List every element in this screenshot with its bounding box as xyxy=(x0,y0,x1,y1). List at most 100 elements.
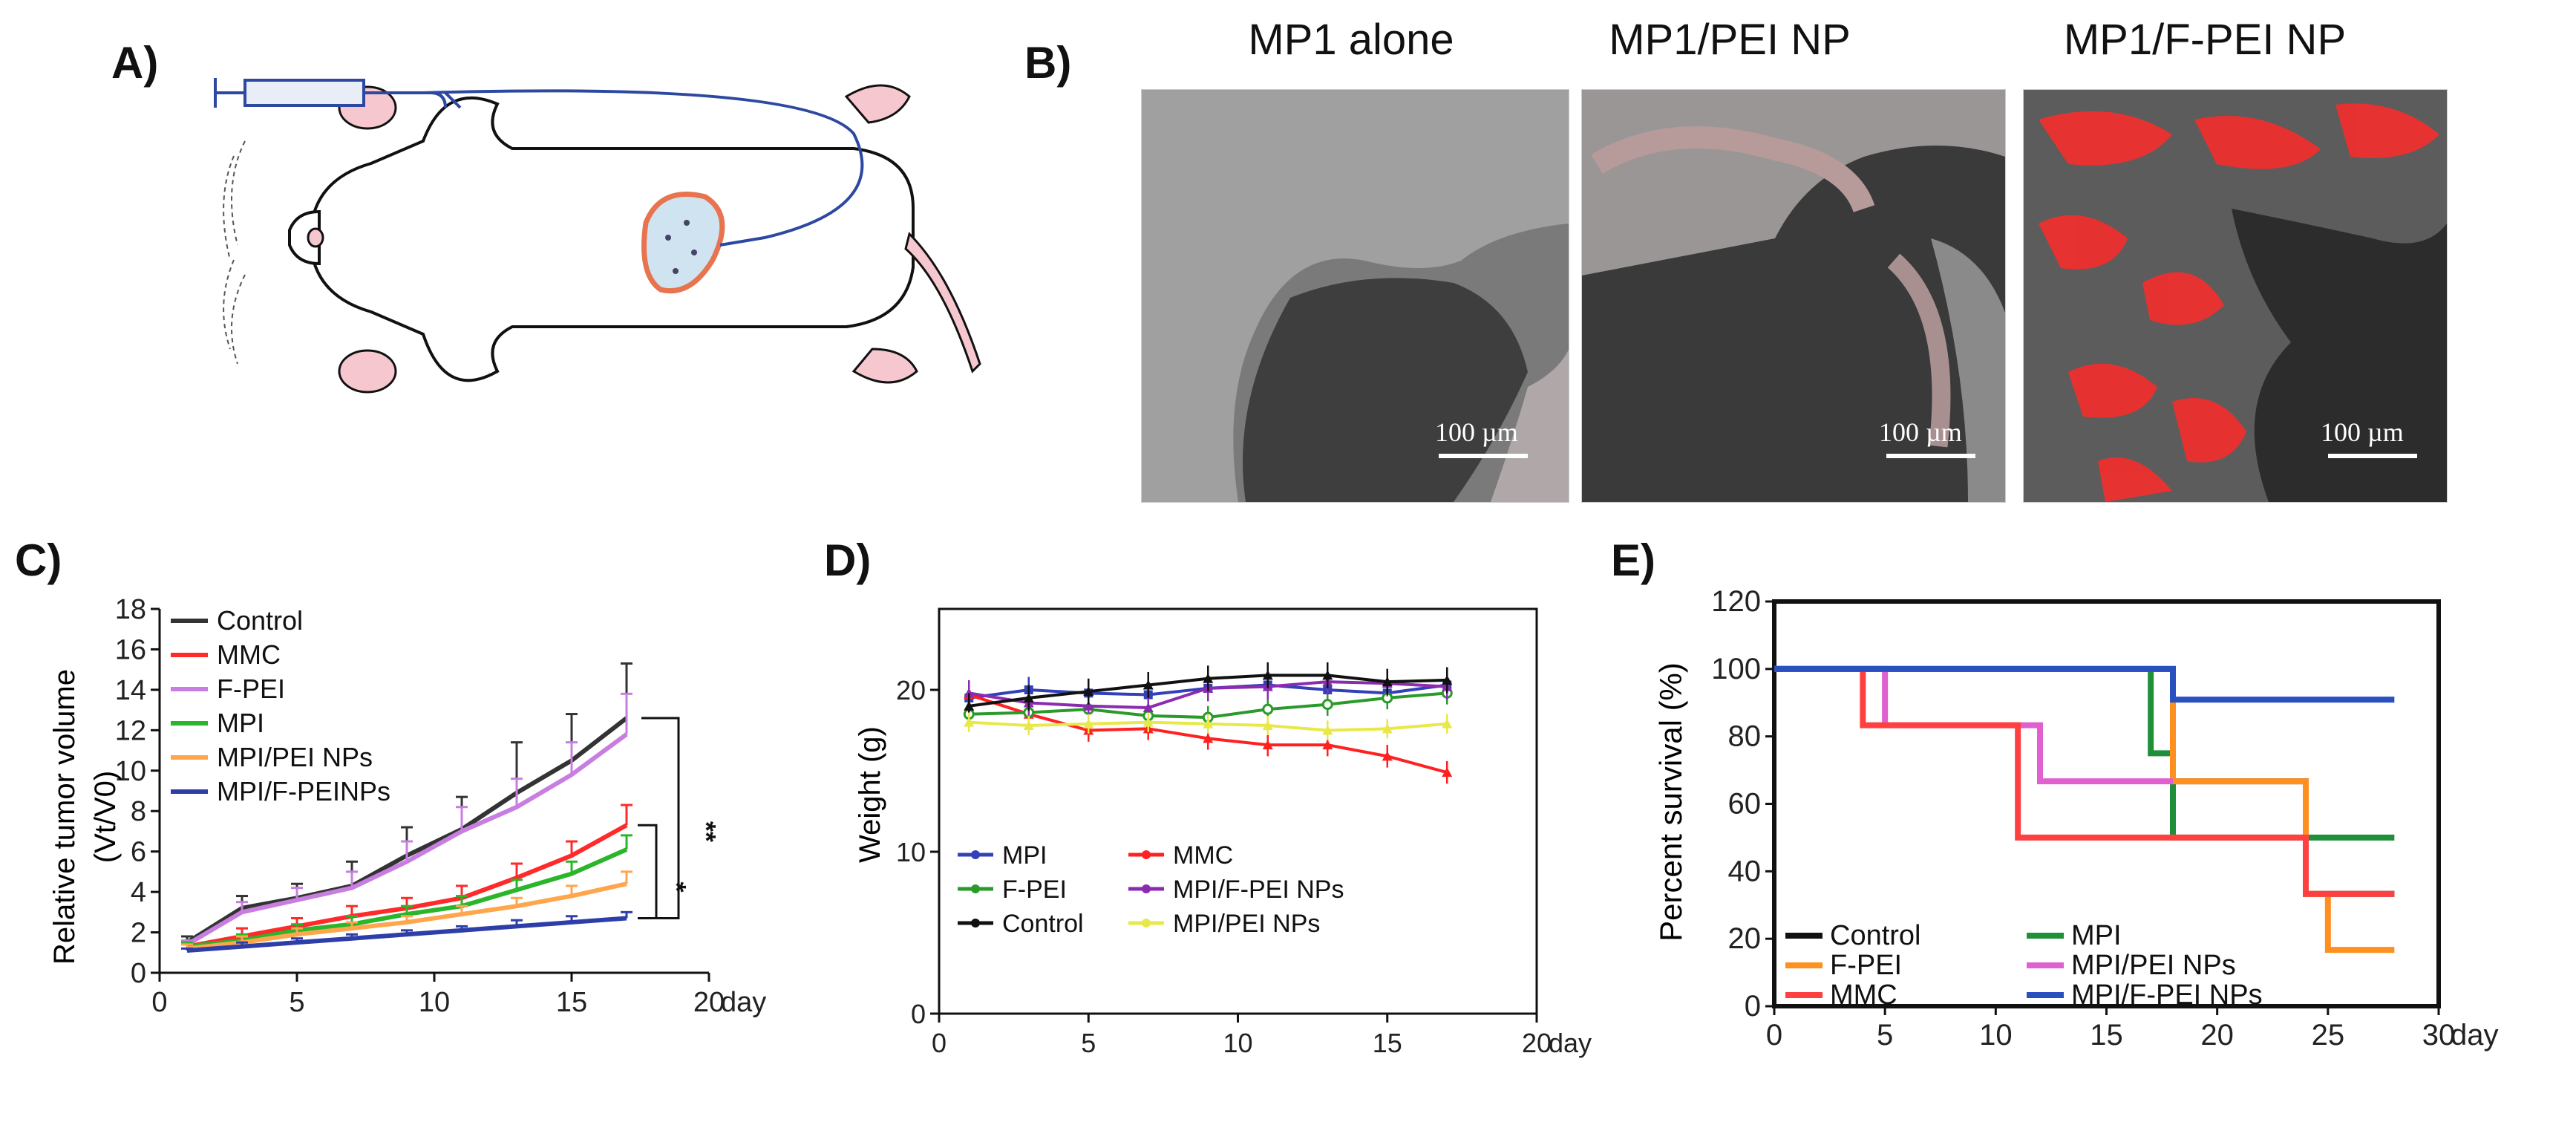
data-point xyxy=(1142,717,1154,727)
x-tick-label: 10 xyxy=(419,987,450,1018)
legend-marker xyxy=(1142,919,1151,927)
panel-d-letter: D) xyxy=(824,535,872,585)
data-point xyxy=(964,717,975,727)
chart-e-legend: Control MPI F-PEI MPI/PEI NPs MMC MPI/F-PEI N… xyxy=(1785,920,2263,1011)
data-point xyxy=(964,700,975,711)
data-point xyxy=(1083,686,1094,697)
y-tick-label: 80 xyxy=(1728,720,1762,753)
mouse-body xyxy=(288,96,915,382)
data-point xyxy=(1321,699,1333,711)
micro-title-2: MP1/PEI NP xyxy=(1609,16,1851,64)
legend-marker xyxy=(971,850,980,859)
x-tick-label: 5 xyxy=(289,987,304,1018)
y-tick-label: 6 xyxy=(131,837,146,868)
data-point xyxy=(1142,702,1154,712)
significance-bracket-outer xyxy=(641,717,680,919)
legend-label: MPI xyxy=(217,708,264,738)
chart-e-series xyxy=(1774,665,2395,953)
series-line-f-pei xyxy=(186,732,628,947)
chart-d-legend: MPI MMC F-PEI MPI/F-PEI NPs Control MPI/PEI N… xyxy=(958,841,1344,938)
data-point xyxy=(1262,670,1273,680)
legend-label: F-PEI xyxy=(1002,876,1067,904)
y-tick-label: 0 xyxy=(1745,990,1761,1023)
scale-label-3: 100 µm xyxy=(2321,417,2404,447)
x-tick-label: 0 xyxy=(1766,1019,1782,1052)
legend-marker xyxy=(1142,884,1151,893)
chart-c-ticks: 0 5 10 15 20 0 2 4 6 8 10 12 14 16 18 day xyxy=(115,594,767,1018)
data-point xyxy=(1442,674,1453,685)
micro-image-mp1-fpei: 100 µm xyxy=(2023,89,2448,503)
mouse-injection-diagram xyxy=(214,78,981,394)
tumor-site xyxy=(641,192,725,294)
data-point xyxy=(1203,733,1214,743)
y-tick-label: 100 xyxy=(1711,653,1761,685)
x-tick-label: 15 xyxy=(2090,1019,2123,1052)
x-tick-label: 5 xyxy=(1081,1028,1096,1058)
significance-label-outer: ** xyxy=(691,821,722,842)
y-tick-label: 12 xyxy=(115,715,146,746)
data-point xyxy=(1203,718,1214,728)
data-point xyxy=(1142,679,1154,690)
y-tick-label: 2 xyxy=(131,918,146,949)
chart-c-ylabel: Relative tumor volume xyxy=(48,669,81,965)
micro-title-3: MP1/F-PEI NP xyxy=(2063,16,2347,64)
series-line-mpi xyxy=(186,847,628,949)
legend-label: MMC xyxy=(1830,979,1897,1011)
x-tick-label: 10 xyxy=(1223,1028,1252,1058)
legend-label: MPI/PEI NPs xyxy=(217,742,373,772)
data-point xyxy=(1023,720,1034,730)
mouse-whiskers xyxy=(223,140,246,365)
chart-c-ylabel-2: (Vt/V0) xyxy=(89,771,122,863)
y-tick-label: 20 xyxy=(1728,922,1762,955)
chart-c-significance: *** xyxy=(638,717,722,919)
legend-label: Control xyxy=(1002,910,1084,938)
x-tick-label: 30 xyxy=(2422,1019,2456,1052)
data-point xyxy=(1442,767,1453,777)
chart-e-ylabel: Percent survival (%) xyxy=(1653,662,1688,942)
x-tick-label: 10 xyxy=(1979,1019,2013,1052)
panel-a-letter: A) xyxy=(111,38,159,88)
chart-c-series xyxy=(181,662,632,953)
significance-label-inner: * xyxy=(661,882,692,893)
y-tick-label: 8 xyxy=(131,796,146,827)
panel-e-letter: E) xyxy=(1611,535,1655,585)
x-tick-label: 20 xyxy=(693,987,725,1018)
data-point xyxy=(1262,740,1273,750)
survival-line-mpi xyxy=(1774,665,2395,841)
x-unit-label: day xyxy=(721,987,766,1018)
data-point xyxy=(964,688,975,698)
legend-label: MPI xyxy=(2071,920,2122,951)
panel-b-letter: B) xyxy=(1024,38,1072,88)
series-line-mpi-f-peinps xyxy=(186,916,627,953)
mouse-ears-and-feet xyxy=(307,84,918,394)
y-tick-label: 10 xyxy=(896,837,926,867)
micro-title-1: MP1 alone xyxy=(1248,16,1454,64)
legend-marker xyxy=(971,884,980,893)
legend-label: Control xyxy=(217,605,303,636)
tumor-particles xyxy=(665,220,697,274)
x-tick-label: 5 xyxy=(1877,1019,1893,1052)
scale-label-2: 100 µm xyxy=(1879,417,1962,447)
x-tick-label: 0 xyxy=(932,1028,947,1058)
y-tick-label: 20 xyxy=(896,675,926,705)
micro-image-mp1-pei: 100 µm xyxy=(1581,89,2006,503)
injection-line xyxy=(422,89,864,247)
legend-label: MMC xyxy=(1173,841,1233,870)
data-point xyxy=(1322,740,1333,750)
x-tick-label: 20 xyxy=(1522,1028,1552,1058)
chart-d-series xyxy=(963,662,1453,784)
syringe-icon xyxy=(214,78,462,109)
survival-line-f-pei xyxy=(1774,665,2395,953)
legend-marker xyxy=(971,919,980,927)
y-tick-label: 60 xyxy=(1728,788,1762,821)
data-point xyxy=(1262,703,1274,715)
y-tick-label: 18 xyxy=(115,594,146,625)
chart-e-survival: 0 5 10 15 20 25 30 0 20 40 60 80 100 120 day Control MP… xyxy=(1653,585,2499,1052)
x-tick-label: 20 xyxy=(2200,1019,2234,1052)
data-point xyxy=(1083,718,1094,728)
data-point xyxy=(1382,751,1393,761)
